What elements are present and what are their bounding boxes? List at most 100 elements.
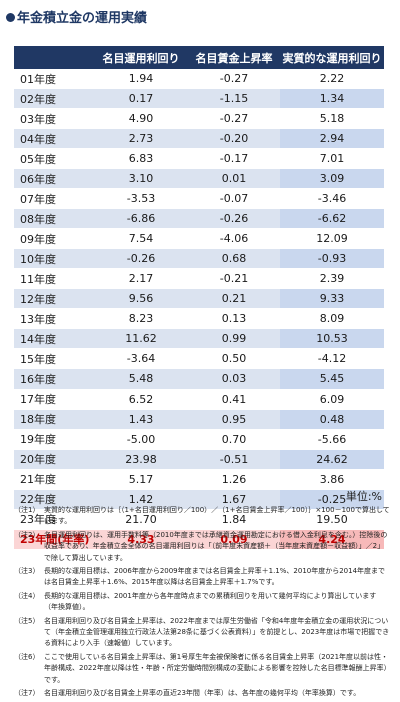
real-return-cell: 3.09 [280,168,384,190]
year-cell: 04年度 [14,128,94,150]
footnote: （注3） 長期的な運用目標は、2006年度から2009年度までは名目賃金上昇率＋1… [14,566,390,589]
footnote: （注4） 長期的な運用目標は、2001年度から各年度時点までの累積利回りを用いて幾… [14,591,390,614]
nominal-return-cell: 4.90 [94,108,188,130]
real-return-cell: -0.25 [280,489,384,510]
table-row: 10年度 -0.26 0.68 -0.93 [14,248,384,270]
year-cell: 09年度 [14,228,94,250]
footnote: （注7） 名目運用利回り及び名目賃金上昇率の直近23年間（年率）は、各年度の幾何平… [14,688,390,699]
table-row: 06年度 3.10 0.01 3.09 [14,168,384,190]
footnote-label: （注4） [14,591,40,600]
table-row: 04年度 2.73 -0.20 2.94 [14,128,384,150]
footnote-text: ここで使用している名目賃金上昇率は、第1号厚生年金被保険者に係る名目賃金上昇率（… [44,652,389,684]
title-text: 年金積立金の運用実績 [17,11,148,26]
year-cell: 10年度 [14,248,94,270]
real-return-cell: 7.01 [280,148,384,170]
footnotes: （注1） 実質的な運用利回りは｛（1+名目運用利回り／100）／（1+名目賃金上昇… [14,505,390,702]
nominal-return-cell: 0.17 [94,88,188,110]
total-row: 23年間(年率) 4.33 0.09 4.24 [14,529,384,550]
year-cell: 16年度 [14,368,94,390]
year-cell: 20年度 [14,449,94,470]
year-cell: 22年度 [14,489,94,510]
real-return-cell: -6.62 [280,208,384,230]
year-cell: 18年度 [14,409,94,430]
nominal-wage-cell: 0.50 [188,348,280,370]
footnote-text: 名目運用利回り及び名目賃金上昇率の直近23年間（年率）は、各年度の幾何平均（年率… [44,689,361,698]
table-row: 20年度 23.98 -0.51 24.62 [14,449,384,470]
bullet-icon [6,13,15,22]
year-cell: 13年度 [14,308,94,330]
nominal-wage-cell: 0.03 [188,368,280,390]
real-return-cell: 10.53 [280,328,384,350]
real-return-cell: 6.09 [280,389,384,410]
unit-label: 単位:% [345,490,382,503]
table-row: 02年度 0.17 -1.15 1.34 [14,88,384,110]
nominal-return-cell: 2.73 [94,128,188,150]
nominal-wage-cell: -0.21 [188,268,280,290]
year-cell: 08年度 [14,208,94,230]
footnote-label: （注1） [14,506,40,514]
nominal-wage-cell: 0.13 [188,308,280,330]
nominal-return-cell: -5.00 [94,429,188,450]
footnote-text: 長期的な運用目標は、2001年度から各年度時点までの累積利回りを用いて幾何平均に… [44,591,377,612]
year-cell: 05年度 [14,148,94,170]
nominal-wage-cell: 0.99 [188,328,280,350]
table-row: 17年度 6.52 0.41 6.09 [14,389,384,410]
header-nominal-return: 名目運用利回り [94,46,188,69]
nominal-wage-cell: -4.06 [188,228,280,250]
total-nominal: 4.33 [94,529,188,550]
year-cell: 02年度 [14,88,94,110]
nominal-return-cell: -3.53 [94,188,188,210]
footnote-text: 名目運用利回り及び名目賃金上昇率は、2022年度までは厚生労働省「令和4年度年金… [44,616,390,648]
nominal-return-cell: 7.54 [94,228,188,250]
nominal-wage-cell: 0.41 [188,389,280,410]
year-cell: 12年度 [14,288,94,310]
header-year [14,46,94,69]
nominal-wage-cell: 0.70 [188,429,280,450]
table-row: 09年度 7.54 -4.06 12.09 [14,228,384,250]
footnote-label: （注2） [14,530,40,539]
real-return-cell: -0.93 [280,248,384,270]
header-nominal-wage: 名目賃金上昇率 [188,46,280,69]
nominal-wage-cell: -0.07 [188,188,280,210]
table-row: 03年度 4.90 -0.27 5.18 [14,108,384,130]
footnote: （注2） 名目運用利回りは、運用手数料等（2010年度までは承継資金運用勘定におけ… [14,530,390,564]
nominal-return-cell: 6.52 [94,389,188,410]
table-row: 15年度 -3.64 0.50 -4.12 [14,348,384,370]
real-return-cell: 1.34 [280,88,384,110]
nominal-return-cell: 3.10 [94,168,188,190]
footnote: （注1） 実質的な運用利回りは｛（1+名目運用利回り／100）／（1+名目賃金上昇… [14,505,390,528]
table-row: 23年度 21.70 1.84 19.50 [14,509,384,530]
real-return-cell: 24.62 [280,449,384,470]
footnote-text: 名目運用利回りは、運用手数料等（2010年度までは承継資金運用勘定における借入金… [44,530,388,562]
nominal-return-cell: 21.70 [94,509,188,530]
year-cell: 06年度 [14,168,94,190]
year-cell: 23年度 [14,509,94,530]
nominal-wage-cell: -0.26 [188,208,280,230]
nominal-return-cell: -3.64 [94,348,188,370]
nominal-return-cell: 11.62 [94,328,188,350]
real-return-cell: 5.45 [280,368,384,390]
real-return-cell: 9.33 [280,288,384,310]
footnote: （注6） ここで使用している名目賃金上昇率は、第1号厚生年金被保険者に係る名目賃金… [14,652,390,686]
real-return-cell: 3.86 [280,469,384,490]
nominal-wage-cell: 1.84 [188,509,280,530]
table-row: 14年度 11.62 0.99 10.53 [14,328,384,350]
real-return-cell: 2.39 [280,268,384,290]
nominal-return-cell: 5.17 [94,469,188,490]
real-return-cell: 5.18 [280,108,384,130]
nominal-return-cell: 1.42 [94,489,188,510]
total-wage: 0.09 [188,529,280,550]
nominal-wage-cell: -0.20 [188,128,280,150]
page-title: 年金積立金の運用実績 [6,10,394,28]
nominal-wage-cell: 0.68 [188,248,280,270]
real-return-cell: 0.48 [280,409,384,430]
year-cell: 03年度 [14,108,94,130]
table-row: 16年度 5.48 0.03 5.45 [14,368,384,390]
year-cell: 17年度 [14,389,94,410]
nominal-wage-cell: -0.51 [188,449,280,470]
real-return-cell: 19.50 [280,509,384,530]
returns-table: 名目運用利回り 名目賃金上昇率 実質的な運用利回り 01年度 1.94 -0.27 2… [14,46,384,550]
nominal-return-cell: 1.94 [94,69,188,90]
nominal-wage-cell: -0.27 [188,108,280,130]
nominal-wage-cell: 1.26 [188,469,280,490]
